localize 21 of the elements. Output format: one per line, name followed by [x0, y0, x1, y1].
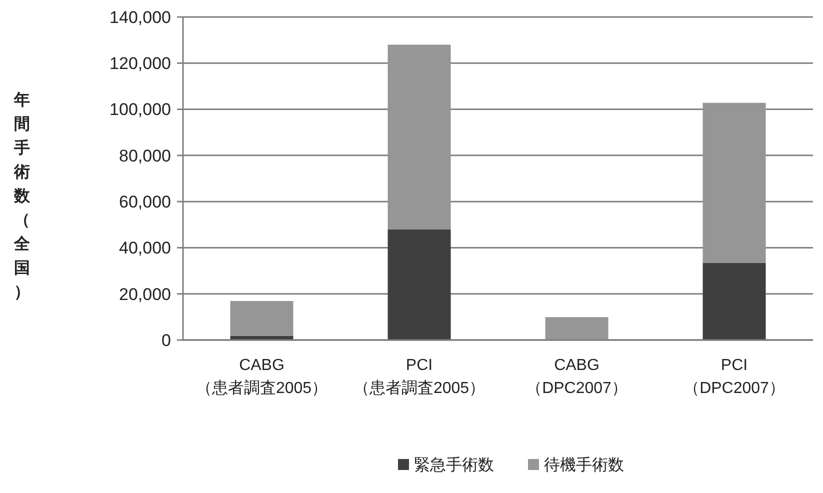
bar — [230, 301, 294, 336]
y-tick-label: 60,000 — [119, 192, 171, 212]
legend-label: 緊急手術数 — [414, 456, 494, 474]
y-tick-label: 80,000 — [119, 146, 171, 166]
y-tick-label: 20,000 — [119, 284, 171, 304]
y-tick-label: 0 — [162, 330, 171, 350]
bar — [702, 102, 766, 263]
bar — [702, 262, 766, 340]
x-tick-label: PCI （患者調査2005） — [353, 357, 486, 397]
x-tick-label: CABG （患者調査2005） — [196, 357, 328, 397]
x-tick-label: PCI （DPC2007） — [684, 357, 785, 397]
y-tick-label: 40,000 — [119, 238, 171, 258]
text: 年間手術数（全国） — [14, 92, 30, 301]
y-tick-label: 120,000 — [110, 54, 171, 74]
bar — [545, 317, 608, 340]
y-tick-label: 140,000 — [110, 8, 171, 27]
x-tick-label: CABG （DPC2007） — [526, 357, 628, 397]
y-tick-label: 100,000 — [110, 100, 171, 120]
legend-label: 待機手術数 — [544, 456, 624, 474]
bar — [388, 229, 451, 340]
bar — [388, 44, 451, 230]
